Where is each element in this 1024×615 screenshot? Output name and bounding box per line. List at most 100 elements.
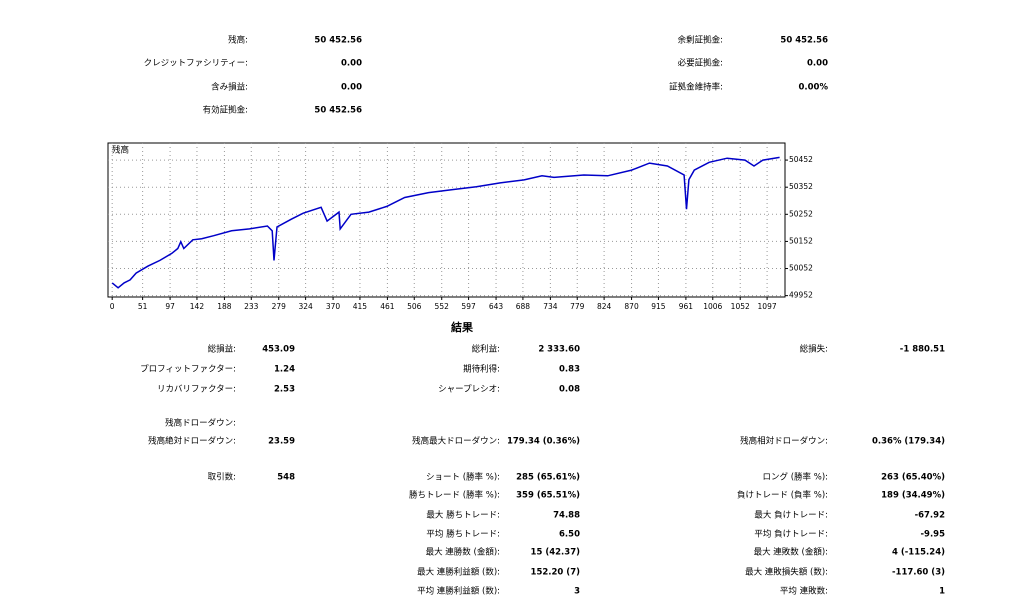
y-tick-label: 50152 (789, 236, 813, 245)
x-tick-label: 142 (190, 302, 205, 311)
field-value: 6.50 (559, 530, 580, 540)
x-tick-label: 279 (272, 302, 287, 311)
field-label: 平均 負けトレード: (754, 529, 828, 540)
field-label: 平均 勝ちトレード: (426, 529, 500, 540)
x-tick-label: 461 (380, 302, 395, 311)
field-label: 残高ドローダウン: (165, 418, 236, 429)
field-label: 総利益: (472, 344, 500, 355)
x-tick-label: 233 (244, 302, 259, 311)
balance-line (111, 156, 780, 289)
field-label: 残高相対ドローダウン: (740, 436, 828, 447)
x-tick-label: 51 (138, 302, 148, 311)
x-tick-label: 552 (435, 302, 450, 311)
field-value: 152.20 (7) (531, 568, 581, 578)
x-tick-label: 779 (570, 302, 585, 311)
field-value: 0.00 (341, 59, 362, 69)
field-value: 453.09 (262, 345, 295, 355)
x-tick-label: 734 (543, 302, 558, 311)
field-value: 0.00 (807, 59, 828, 69)
field-label: 残高: (228, 35, 248, 46)
field-label: 最大 連勝利益額 (数): (417, 567, 500, 578)
field-label: 平均 連勝利益額 (数): (417, 586, 500, 597)
field-value: 23.59 (268, 437, 295, 447)
field-value: 15 (42.37) (531, 548, 581, 558)
field-label: 最大 連敗数 (金額): (754, 547, 828, 558)
field-value: -117.60 (3) (892, 568, 945, 578)
field-value: -67.92 (915, 511, 945, 521)
field-value: 50 452.56 (314, 106, 362, 116)
y-tick-label: 50452 (789, 155, 813, 164)
field-label: 負けトレード (負率 %): (737, 490, 828, 501)
x-tick-label: 824 (597, 302, 612, 311)
y-tick-label: 50352 (789, 182, 813, 191)
x-tick-label: 961 (679, 302, 694, 311)
field-label: 勝ちトレード (勝率 %): (409, 490, 500, 501)
y-tick-label: 49952 (789, 291, 813, 300)
field-value: 359 (65.51%) (516, 491, 580, 501)
field-label: シャープレシオ: (438, 385, 500, 395)
field-label: 期待利得: (463, 364, 500, 375)
x-tick-label: 1006 (703, 302, 722, 311)
field-value: 285 (65.61%) (516, 473, 580, 483)
x-tick-label: 1097 (758, 302, 777, 311)
x-tick-label: 597 (461, 302, 476, 311)
field-value: 1 (939, 587, 945, 597)
field-value: 2.53 (274, 385, 295, 395)
x-tick-label: 370 (326, 302, 341, 311)
field-value: 0.00% (799, 83, 829, 93)
field-value: 3 (574, 587, 580, 597)
x-tick-label: 0 (110, 302, 115, 311)
field-value: 0.08 (559, 385, 580, 395)
field-label: 含み損益: (211, 82, 248, 93)
x-tick-label: 688 (516, 302, 531, 311)
field-label: ロング (勝率 %): (763, 472, 828, 483)
chart-frame (107, 142, 786, 298)
field-label: 総損益: (208, 344, 236, 355)
field-label: 残高最大ドローダウン: (412, 436, 500, 447)
x-tick-label: 870 (624, 302, 639, 311)
field-label: ショート (勝率 %): (426, 472, 500, 483)
field-label: 総損失: (800, 344, 828, 355)
field-value: 50 452.56 (780, 36, 828, 46)
field-label: 有効証拠金: (203, 105, 248, 116)
field-value: 2 333.60 (538, 345, 580, 355)
field-value: 4 (-115.24) (892, 548, 945, 558)
field-label: クレジットファシリティー: (144, 59, 248, 69)
x-tick-label: 643 (489, 302, 504, 311)
field-value: 179.34 (0.36%) (507, 437, 580, 447)
field-label: 取引数: (208, 472, 236, 483)
field-value: 74.88 (553, 511, 580, 521)
y-tick-label: 50252 (789, 209, 813, 218)
series-label: 残高 (112, 145, 129, 156)
x-tick-label: 415 (353, 302, 368, 311)
field-label: 最大 連勝数 (金額): (426, 547, 500, 558)
field-value: 0.83 (559, 365, 580, 375)
field-label: リカバリファクター: (157, 385, 236, 395)
field-value: 50 452.56 (314, 36, 362, 46)
x-tick-label: 188 (217, 302, 232, 311)
field-value: 189 (34.49%) (881, 491, 945, 501)
field-value: -1 880.51 (900, 345, 945, 355)
field-label: 余剰証拠金: (678, 35, 723, 46)
field-value: 0.00 (341, 83, 362, 93)
field-value: 0.36% (179.34) (872, 437, 945, 447)
y-tick-label: 50052 (789, 264, 813, 273)
field-value: 263 (65.40%) (881, 473, 945, 483)
x-tick-label: 97 (165, 302, 175, 311)
field-label: 最大 連敗損失額 (数): (745, 567, 828, 578)
field-label: 証拠金維持率: (669, 82, 723, 93)
field-label: 残高絶対ドローダウン: (148, 436, 236, 447)
field-label: 最大 勝ちトレード: (426, 510, 500, 521)
field-value: -9.95 (921, 530, 946, 540)
x-tick-label: 915 (651, 302, 666, 311)
x-tick-label: 324 (298, 302, 313, 311)
x-tick-label: 1052 (731, 302, 750, 311)
field-label: 必要証拠金: (678, 58, 723, 69)
field-value: 548 (277, 473, 295, 483)
field-label: プロフィットファクター: (140, 365, 236, 375)
results-title: 結果 (451, 320, 473, 334)
field-label: 平均 連敗数: (780, 586, 828, 597)
x-tick-label: 506 (407, 302, 422, 311)
